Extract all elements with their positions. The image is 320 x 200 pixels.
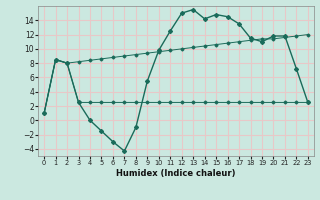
X-axis label: Humidex (Indice chaleur): Humidex (Indice chaleur) <box>116 169 236 178</box>
